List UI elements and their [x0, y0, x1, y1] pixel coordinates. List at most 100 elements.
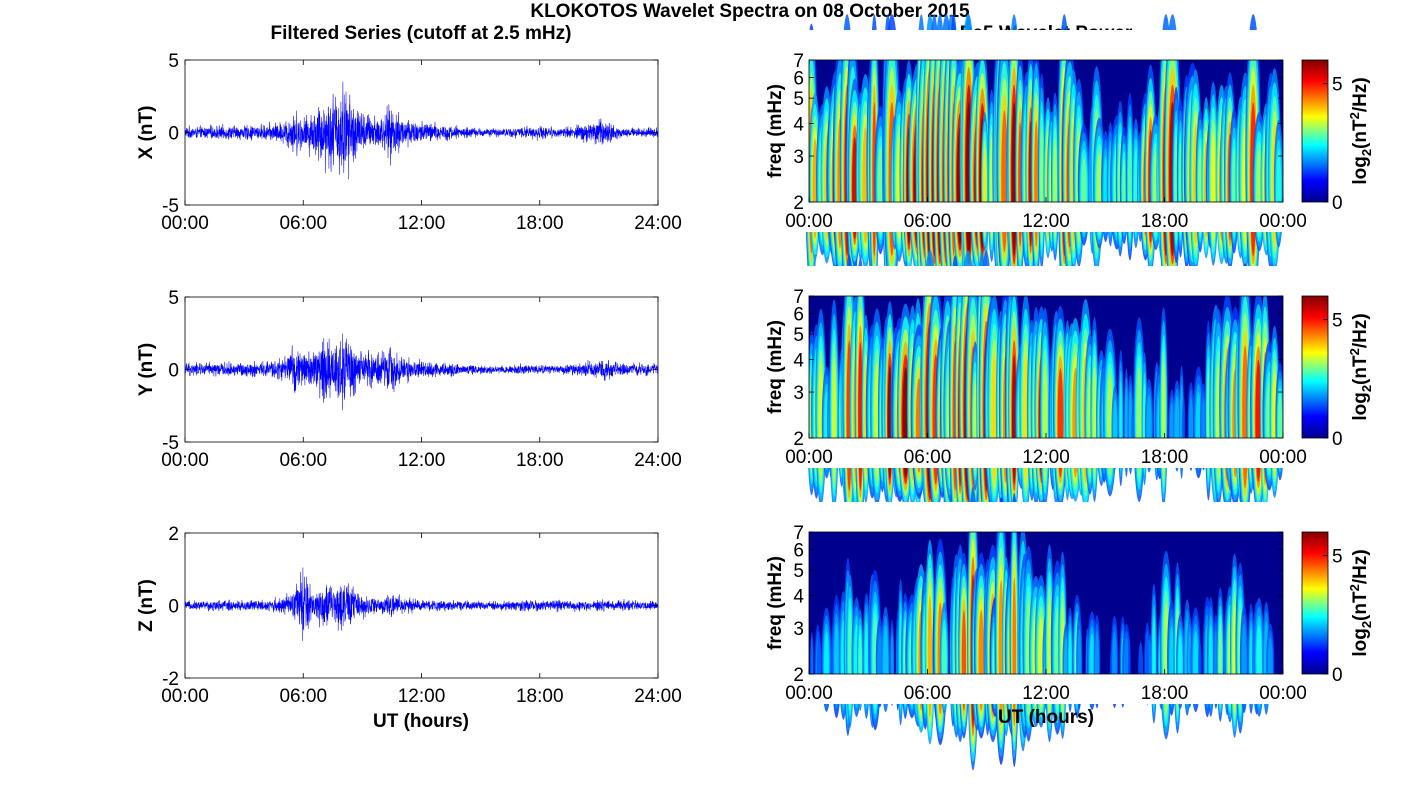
- colorbar-label-part: 2: [1359, 149, 1374, 156]
- colorbar-label-part: log: [1350, 156, 1371, 185]
- x-tick-label: 18:00: [1141, 447, 1189, 468]
- x-tick-label: 06:00: [904, 683, 952, 704]
- mask: [769, 674, 1323, 704]
- x-tick-label: 00:00: [1259, 683, 1307, 704]
- x-tick-label: 18:00: [1141, 211, 1189, 232]
- colorbar-label-part: (nT: [1350, 119, 1371, 149]
- x-tick-label: 06:00: [904, 211, 952, 232]
- x-tick-label: 00:00: [785, 447, 833, 468]
- right-x-axis-label: UT (hours): [998, 707, 1094, 728]
- colorbar-tick-label: 0: [1332, 429, 1343, 450]
- x-tick-label: 12:00: [398, 686, 446, 707]
- colorbar-label-part: 2: [1347, 348, 1362, 355]
- y-tick-label: -5: [162, 196, 179, 217]
- y-tick-label: 0: [168, 361, 179, 382]
- colorbar-label-part: 2: [1347, 112, 1362, 119]
- mask: [1283, 291, 1299, 443]
- x-tick-label: 00:00: [161, 686, 209, 707]
- series-panel-y: -5 0 5 00:00 06:00 12:00 18:00 24:00 Y (nT): [136, 288, 682, 471]
- x-tick-label: 12:00: [398, 213, 446, 234]
- colorbar-label-part: 2: [1359, 385, 1374, 392]
- y-tick-label: 4: [793, 586, 804, 607]
- y-tick-label: 2: [793, 429, 804, 450]
- colorbar-tick-label: 5: [1332, 75, 1343, 96]
- colorbar-label-part: log: [1350, 628, 1371, 657]
- x-tick-label: 00:00: [785, 211, 833, 232]
- colorbar-tick-label: 5: [1332, 547, 1343, 568]
- mask: [769, 502, 1323, 532]
- y-tick-label: -5: [162, 433, 179, 454]
- x-tick-label: 24:00: [634, 450, 682, 471]
- x-tick-label: 12:00: [398, 450, 446, 471]
- colorbar-label-part: 2: [1359, 621, 1374, 628]
- colorbar-label-part: (nT: [1350, 355, 1371, 385]
- colorbar-tick-label: 0: [1332, 193, 1343, 214]
- y-axis-label: Y (nT): [136, 343, 157, 396]
- x-tick-label: 24:00: [634, 213, 682, 234]
- mask: [1283, 55, 1299, 207]
- colorbar-tick-label: 5: [1332, 311, 1343, 332]
- series-trace: [184, 567, 659, 641]
- left-column-title: Filtered Series (cutoff at 2.5 mHz): [271, 23, 572, 44]
- mask: [1283, 527, 1299, 679]
- y-axis-label: freq (mHz): [765, 320, 786, 414]
- x-tick-label: 18:00: [516, 686, 564, 707]
- colorbar-label-part: /Hz): [1350, 549, 1371, 584]
- y-axis-label: freq (mHz): [765, 84, 786, 178]
- x-tick-label: 00:00: [161, 213, 209, 234]
- x-tick-label: 00:00: [1259, 211, 1307, 232]
- x-tick-label: 06:00: [279, 213, 327, 234]
- y-axis-label: freq (mHz): [765, 556, 786, 650]
- x-tick-label: 06:00: [279, 450, 327, 471]
- y-tick-label: 6: [793, 68, 804, 89]
- x-tick-label: 18:00: [516, 450, 564, 471]
- colorbar-label-part: 2: [1347, 584, 1362, 591]
- colorbar: [1301, 295, 1329, 439]
- y-tick-label: 6: [793, 540, 804, 561]
- series-trace: [184, 81, 659, 180]
- series-panel-x: -5 0 5 00:00 06:00 12:00 18:00 24:00 X (nT): [136, 51, 682, 234]
- mask: [769, 438, 1323, 468]
- x-tick-label: 06:00: [904, 447, 952, 468]
- colorbar-label: log2(nT2/Hz): [1347, 313, 1374, 420]
- y-tick-label: 5: [168, 288, 179, 309]
- colorbar-label-part: (nT: [1350, 591, 1371, 621]
- y-tick-label: 2: [793, 665, 804, 686]
- y-tick-label: 0: [168, 597, 179, 618]
- x-tick-label: 18:00: [516, 213, 564, 234]
- y-tick-label: 4: [793, 350, 804, 371]
- y-axis-label: Z (nT): [136, 579, 157, 632]
- y-tick-label: 7: [793, 287, 804, 308]
- colorbar-label: log2(nT2/Hz): [1347, 77, 1374, 184]
- x-tick-label: 00:00: [1259, 447, 1307, 468]
- x-tick-label: 12:00: [1022, 683, 1070, 704]
- figure-title: KLOKOTOS Wavelet Spectra on 08 October 2…: [530, 1, 970, 22]
- y-tick-label: 0: [168, 124, 179, 145]
- x-tick-label: 06:00: [279, 686, 327, 707]
- y-tick-label: 6: [793, 304, 804, 325]
- panels-group: -5 0 5 00:00 06:00 12:00 18:00 24:00 X (nT) -5 0 5 0…: [136, 14, 1374, 771]
- colorbar: [1301, 59, 1329, 203]
- y-tick-label: 5: [793, 561, 804, 582]
- colorbar-tick-label: 0: [1332, 665, 1343, 686]
- colorbar: [1301, 531, 1329, 675]
- y-tick-label: 5: [793, 325, 804, 346]
- y-tick-label: 2: [793, 193, 804, 214]
- mask: [793, 527, 809, 679]
- y-axis-label: X (nT): [136, 106, 157, 160]
- y-tick-label: 2: [168, 524, 179, 545]
- y-tick-label: 3: [793, 383, 804, 404]
- x-tick-label: 12:00: [1022, 211, 1070, 232]
- y-tick-label: 4: [793, 114, 804, 135]
- x-tick-label: 24:00: [634, 686, 682, 707]
- mask: [793, 55, 809, 207]
- x-tick-label: 00:00: [161, 450, 209, 471]
- y-tick-label: 5: [168, 51, 179, 72]
- x-tick-label: 18:00: [1141, 683, 1189, 704]
- colorbar-label-part: /Hz): [1350, 313, 1371, 348]
- y-tick-label: 7: [793, 51, 804, 72]
